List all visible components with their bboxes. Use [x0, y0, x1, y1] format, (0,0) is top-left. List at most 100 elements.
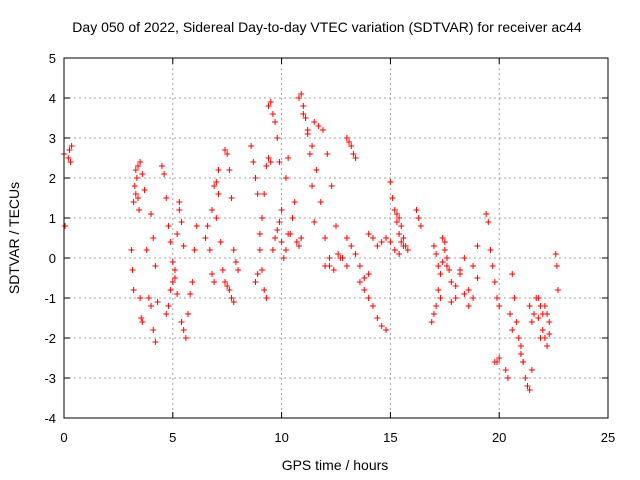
x-tick-label: 10	[274, 430, 288, 445]
data-point	[511, 295, 518, 301]
data-point	[430, 311, 437, 317]
y-tick-label: -4	[44, 411, 56, 426]
data-point	[544, 343, 551, 349]
data-point	[287, 231, 294, 237]
data-point	[302, 115, 309, 121]
data-point	[330, 267, 337, 273]
data-point	[174, 231, 181, 237]
data-point	[62, 223, 69, 229]
data-point	[348, 143, 355, 149]
data-point	[150, 327, 157, 333]
data-point	[278, 207, 285, 213]
data-point	[267, 159, 274, 165]
data-point	[143, 247, 150, 253]
data-point	[211, 279, 218, 285]
data-point	[285, 155, 292, 161]
data-point	[356, 263, 363, 269]
data-point	[346, 139, 353, 145]
data-point	[465, 287, 472, 293]
data-point	[141, 187, 148, 193]
data-point	[265, 155, 272, 161]
data-point	[309, 183, 316, 189]
data-point	[269, 111, 276, 117]
data-point	[278, 239, 285, 245]
data-point	[206, 247, 213, 253]
y-tick-label: 5	[49, 51, 56, 66]
data-point	[131, 183, 138, 189]
data-point	[134, 163, 141, 169]
data-point	[489, 263, 496, 269]
data-point	[322, 235, 329, 241]
data-point	[452, 283, 459, 289]
data-point	[228, 295, 235, 301]
data-point	[396, 215, 403, 221]
data-point	[178, 319, 185, 325]
data-point	[174, 291, 181, 297]
data-point	[443, 263, 450, 269]
data-point	[448, 299, 455, 305]
data-point	[328, 183, 335, 189]
data-point	[180, 243, 187, 249]
data-point	[232, 259, 239, 265]
data-point	[393, 219, 400, 225]
data-point	[133, 175, 140, 181]
data-point	[154, 299, 161, 305]
data-point	[539, 311, 546, 317]
data-point	[535, 295, 542, 301]
data-point	[213, 215, 220, 221]
data-point	[485, 219, 492, 225]
data-point	[461, 291, 468, 297]
data-point	[552, 251, 559, 257]
data-point	[300, 111, 307, 117]
data-point	[215, 167, 222, 173]
data-point	[152, 263, 159, 269]
data-point	[291, 199, 298, 205]
data-point	[248, 143, 255, 149]
data-point	[254, 191, 261, 197]
data-point	[339, 255, 346, 261]
data-point	[178, 219, 185, 225]
data-point	[137, 159, 144, 165]
data-point	[494, 359, 501, 365]
data-point	[217, 239, 224, 245]
data-point	[369, 235, 376, 241]
data-point	[132, 191, 139, 197]
data-point	[150, 235, 157, 241]
data-point	[524, 383, 531, 389]
data-point	[282, 175, 289, 181]
data-point	[402, 243, 409, 249]
data-point	[487, 247, 494, 253]
data-point	[391, 247, 398, 253]
y-tick-label: 4	[49, 91, 56, 106]
data-point	[333, 223, 339, 229]
data-point	[374, 243, 381, 249]
data-point	[369, 303, 376, 309]
data-point	[374, 315, 381, 321]
data-point	[335, 251, 342, 257]
data-point	[202, 235, 209, 241]
data-point	[274, 135, 281, 141]
data-point	[274, 227, 281, 233]
data-point	[182, 335, 189, 341]
x-tick-label: 25	[601, 430, 615, 445]
data-point	[176, 207, 183, 213]
data-point	[348, 243, 355, 249]
data-point	[470, 295, 477, 301]
data-point	[176, 199, 183, 205]
data-point	[517, 343, 524, 349]
data-point	[404, 247, 411, 253]
data-point	[208, 207, 215, 213]
x-tick-label: 5	[169, 430, 176, 445]
data-point	[296, 95, 303, 101]
y-tick-label: -2	[44, 331, 56, 346]
data-point	[352, 155, 359, 161]
data-point	[443, 255, 450, 261]
data-point	[261, 287, 268, 293]
data-point	[193, 223, 200, 229]
data-point	[457, 267, 464, 273]
data-point	[293, 239, 300, 245]
data-point	[222, 279, 229, 285]
data-point	[171, 275, 178, 281]
data-point	[326, 255, 333, 261]
data-point	[136, 207, 143, 213]
